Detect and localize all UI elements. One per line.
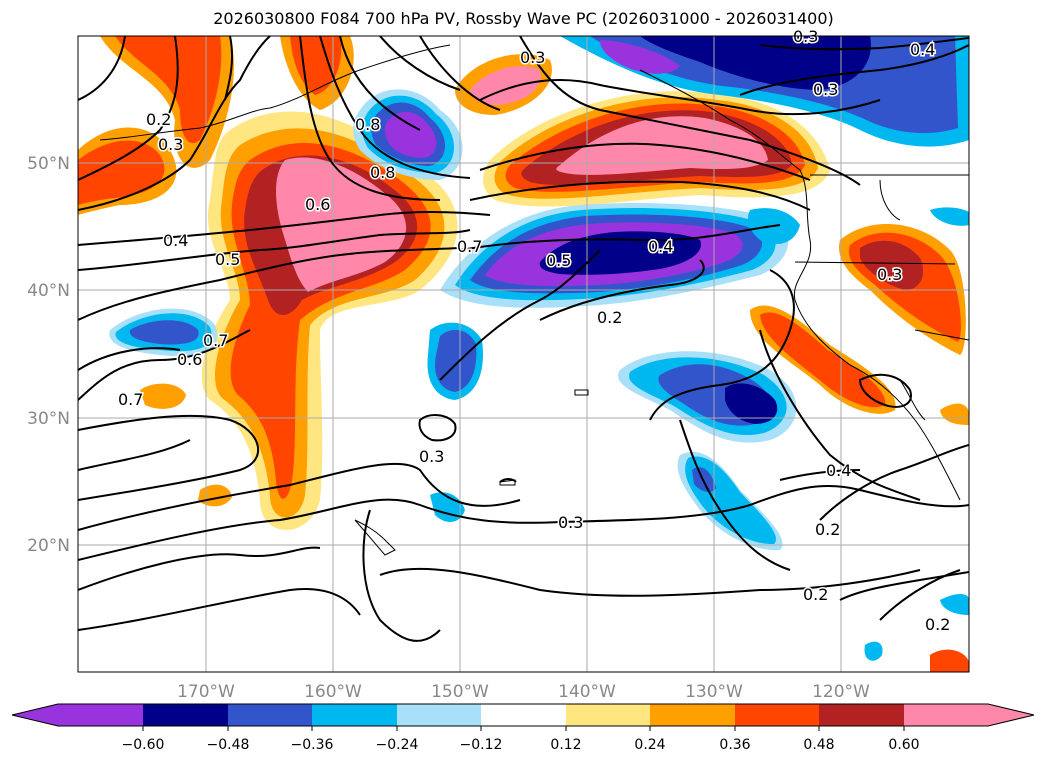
neg-anomaly-north-purple	[385, 111, 437, 158]
neg-anomaly-s-blue	[692, 467, 716, 492]
lon-label: 120°W	[812, 682, 870, 702]
contour-label: 0.8	[355, 115, 380, 134]
shading-layer	[78, 36, 969, 672]
graticule	[78, 36, 969, 672]
neg-anomaly-band-navy	[539, 231, 701, 275]
lon-label: 130°W	[685, 682, 743, 702]
colorbar-tick: −0.36	[291, 737, 334, 753]
colorbar-seg	[650, 704, 735, 726]
colorbar: −0.60 −0.48 −0.36 −0.24 −0.12 0.12 0.24 …	[11, 703, 1035, 753]
contour-label: 0.7	[203, 331, 228, 350]
map-title: 2026030800 F084 700 hPa PV, Rossby Wave …	[213, 9, 834, 28]
lat-label: 20°N	[27, 536, 70, 556]
contour-label: 0.4	[910, 40, 935, 59]
lat-label: 50°N	[27, 154, 70, 174]
contour-label: 0.4	[826, 461, 851, 480]
colorbar-seg	[143, 704, 228, 726]
latitude-labels: 50°N 40°N 30°N 20°N	[27, 154, 70, 556]
neg-anomaly-ne-purple	[600, 40, 680, 74]
lat-label: 40°N	[27, 281, 70, 301]
pos-anomaly-small-4	[940, 403, 969, 425]
neg-anomaly-small-7	[930, 207, 969, 226]
colorbar-seg	[819, 704, 904, 726]
neg-anomaly-small-9	[864, 641, 883, 661]
coastlines	[99, 44, 969, 556]
neg-anomaly-se-navy	[725, 383, 778, 424]
contour-label: 0.7	[457, 237, 482, 256]
lon-label: 140°W	[558, 682, 616, 702]
contour-label: 0.7	[118, 390, 143, 409]
contour-label: 0.2	[146, 110, 171, 129]
contour-labels: 0.2 0.3 0.3 0.3 0.3 0.3 0.3 0.4 0.4 0.4 …	[117, 26, 952, 636]
pos-anomaly-n2-red	[290, 36, 342, 95]
colorbar-seg	[566, 704, 650, 726]
colorbar-seg	[904, 704, 1034, 726]
contour-label: 0.2	[925, 615, 950, 634]
colorbar-seg	[12, 704, 143, 726]
colorbar-tick: 0.36	[719, 737, 750, 753]
colorbar-tick: 0.60	[888, 737, 919, 753]
colorbar-tick: 0.48	[803, 737, 834, 753]
colorbar-tick: 0.12	[550, 737, 581, 753]
map-frame	[77, 35, 970, 673]
contour-label: 0.3	[558, 513, 583, 532]
contour-label: 0.2	[597, 308, 622, 327]
neg-anomaly-west-blue	[129, 320, 199, 345]
contour-label: 0.3	[520, 48, 545, 67]
pv-contours	[78, 36, 969, 642]
pos-anomaly-coast-red	[760, 312, 886, 408]
colorbar-seg	[312, 704, 397, 726]
lon-label: 160°W	[304, 682, 362, 702]
colorbar-seg	[481, 704, 566, 726]
neg-anomaly-small-5	[430, 492, 465, 522]
colorbar-tick: −0.60	[122, 737, 165, 753]
contour-label: 0.3	[877, 265, 902, 284]
colorbar-tick: −0.12	[460, 737, 503, 753]
colorbar-tick: 0.24	[634, 737, 665, 753]
contour-label: 0.5	[215, 250, 240, 269]
colorbar-seg	[397, 704, 481, 726]
contour-label: 0.5	[546, 251, 571, 270]
colorbar-seg	[228, 704, 312, 726]
colorbar-outline	[11, 703, 1035, 727]
pos-anomaly-small-1	[140, 383, 186, 409]
pos-anomaly-small-3	[930, 649, 969, 672]
pos-anomaly-nw-red	[78, 140, 165, 205]
pos-anomaly-east-dark	[860, 240, 924, 290]
contour-label: 0.3	[813, 80, 838, 99]
contour-label: 0.3	[158, 135, 183, 154]
contour-label: 0.6	[305, 195, 330, 214]
contour-label: 0.3	[419, 447, 444, 466]
contour-label: 0.6	[177, 350, 202, 369]
colorbar-tick: −0.48	[207, 737, 250, 753]
neg-anomaly-small-6	[940, 594, 969, 615]
contour-label: 0.8	[370, 163, 395, 182]
contour-label: 0.4	[163, 231, 188, 250]
contour-label: 0.2	[803, 585, 828, 604]
colorbar-seg	[735, 704, 819, 726]
lon-label: 150°W	[431, 682, 489, 702]
pos-anomaly-n-red	[115, 36, 222, 144]
neg-anomaly-mid-blue	[434, 329, 477, 392]
lat-label: 30°N	[27, 409, 70, 429]
contour-label: 0.4	[648, 237, 673, 256]
contour-label: 0.2	[815, 520, 840, 539]
lon-label: 170°W	[177, 682, 235, 702]
longitude-labels: 170°W 160°W 150°W 140°W 130°W 120°W	[177, 682, 870, 702]
colorbar-tick: −0.24	[376, 737, 419, 753]
